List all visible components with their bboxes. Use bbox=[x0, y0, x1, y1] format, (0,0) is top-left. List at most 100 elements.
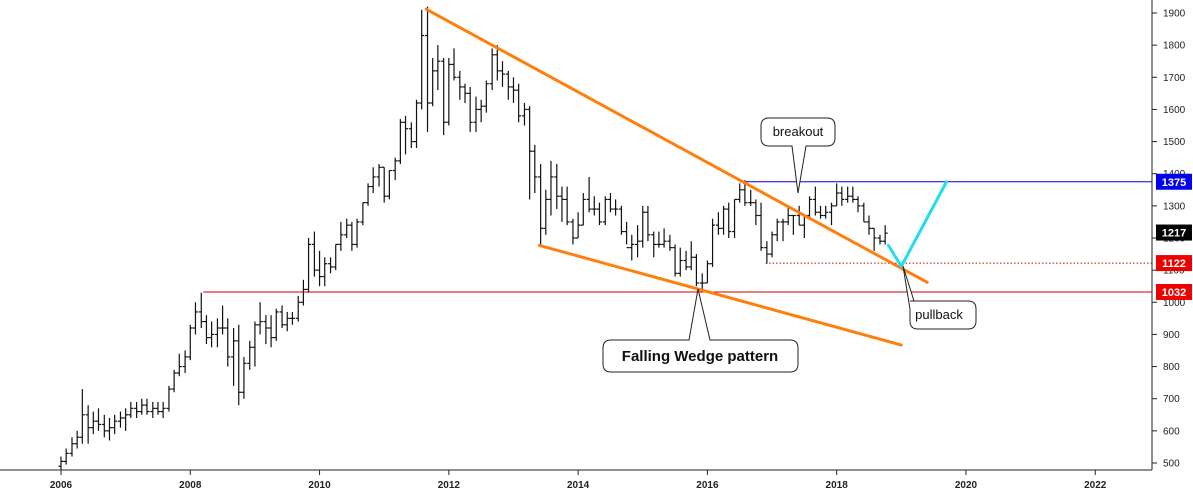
y-tick-label: 1100 bbox=[1163, 266, 1185, 277]
price-bar bbox=[564, 186, 570, 226]
y-tick-label: 1600 bbox=[1163, 105, 1186, 116]
price-bar bbox=[688, 241, 694, 271]
price-bar bbox=[58, 456, 64, 470]
price-bar bbox=[225, 318, 231, 367]
price-bar bbox=[322, 257, 328, 287]
price-bar bbox=[182, 350, 188, 374]
price-bar bbox=[349, 221, 355, 251]
price-bar bbox=[823, 205, 829, 219]
x-tick-label: 2016 bbox=[696, 480, 719, 491]
price-bar bbox=[268, 315, 274, 348]
price-bar bbox=[112, 414, 118, 435]
price-bar bbox=[247, 340, 253, 370]
price-bar bbox=[882, 225, 888, 245]
price-bar bbox=[79, 389, 85, 444]
price-bar bbox=[328, 257, 334, 274]
price-bar bbox=[855, 196, 861, 213]
falling-wedge-callout-shape bbox=[602, 288, 799, 373]
price-bar bbox=[618, 205, 624, 235]
price-bar bbox=[295, 295, 301, 322]
price-bar bbox=[715, 212, 721, 235]
price-marker-label: 1032 bbox=[1162, 287, 1186, 299]
price-bar bbox=[117, 411, 123, 428]
price-marker-1217: 1217 bbox=[1156, 224, 1192, 241]
price-marker-1375: 1375 bbox=[1156, 173, 1192, 190]
price-bar bbox=[710, 218, 716, 267]
price-bar bbox=[640, 205, 646, 248]
price-bar bbox=[386, 169, 392, 200]
price-bar bbox=[656, 231, 662, 248]
price-bar bbox=[397, 119, 403, 165]
price-bar bbox=[748, 189, 754, 206]
price-bar bbox=[408, 122, 414, 149]
price-bar bbox=[494, 45, 500, 81]
price-bar bbox=[829, 202, 835, 226]
price-bar bbox=[155, 401, 161, 415]
price-bar bbox=[284, 311, 290, 332]
price-bar bbox=[370, 167, 376, 194]
price-bar bbox=[289, 311, 295, 325]
price-bar bbox=[780, 218, 786, 242]
x-tick-label: 2022 bbox=[1084, 480, 1107, 491]
breakout-label: breakout bbox=[773, 124, 824, 139]
price-bar bbox=[586, 176, 592, 213]
price-bar bbox=[693, 254, 699, 287]
price-bar bbox=[543, 189, 549, 235]
breakout-callout: breakout bbox=[760, 117, 836, 194]
price-bar bbox=[764, 241, 770, 264]
price-bar bbox=[629, 234, 635, 261]
price-bar bbox=[123, 408, 129, 431]
price-bar bbox=[69, 437, 75, 457]
price-bar bbox=[63, 448, 69, 465]
price-bar bbox=[596, 202, 602, 226]
price-bar bbox=[128, 401, 134, 419]
y-tick-label: 1700 bbox=[1163, 73, 1186, 84]
price-bar bbox=[661, 228, 667, 248]
y-tick-label: 1300 bbox=[1163, 201, 1186, 212]
y-tick-label: 600 bbox=[1163, 426, 1180, 437]
x-tick-label: 2006 bbox=[50, 480, 73, 491]
price-bar bbox=[231, 328, 237, 386]
price-marker-1122: 1122 bbox=[1156, 255, 1192, 272]
x-tick-label: 2014 bbox=[567, 480, 590, 491]
price-bar bbox=[467, 86, 473, 132]
price-bar bbox=[677, 247, 683, 277]
price-markers: 1375 1217 1122 1032 bbox=[1156, 173, 1192, 301]
y-tick-label: 900 bbox=[1163, 330, 1180, 341]
x-tick-label: 2020 bbox=[955, 480, 978, 491]
price-bar bbox=[575, 212, 581, 239]
y-tick-label: 700 bbox=[1163, 394, 1180, 405]
y-tick-label: 1800 bbox=[1163, 41, 1186, 52]
price-bar bbox=[198, 292, 204, 329]
price-bar bbox=[774, 218, 780, 242]
price-bar bbox=[425, 6, 431, 132]
price-bar bbox=[785, 205, 791, 226]
price-bar bbox=[591, 196, 597, 216]
price-bar bbox=[834, 183, 840, 207]
price-bar bbox=[510, 77, 516, 104]
price-bar bbox=[645, 205, 651, 242]
price-bar bbox=[483, 80, 489, 113]
price-bar bbox=[214, 318, 220, 348]
price-bar bbox=[101, 414, 107, 438]
price-bar bbox=[74, 430, 80, 449]
price-bar bbox=[613, 199, 619, 216]
price-bar bbox=[344, 218, 350, 239]
price-bar bbox=[721, 205, 727, 235]
projection-down-line bbox=[886, 243, 903, 268]
price-bar bbox=[538, 164, 544, 245]
price-marker-label: 1375 bbox=[1162, 177, 1186, 189]
price-bar bbox=[273, 308, 279, 341]
price-bar bbox=[106, 418, 112, 441]
price-bar bbox=[607, 193, 613, 213]
price-bar bbox=[457, 70, 463, 100]
price-bar bbox=[435, 45, 441, 91]
price-bar bbox=[559, 186, 565, 222]
price-bar bbox=[516, 83, 522, 123]
price-bar bbox=[651, 231, 657, 258]
price-bar bbox=[134, 401, 140, 419]
price-bar bbox=[667, 234, 673, 251]
price-bar bbox=[877, 234, 883, 245]
